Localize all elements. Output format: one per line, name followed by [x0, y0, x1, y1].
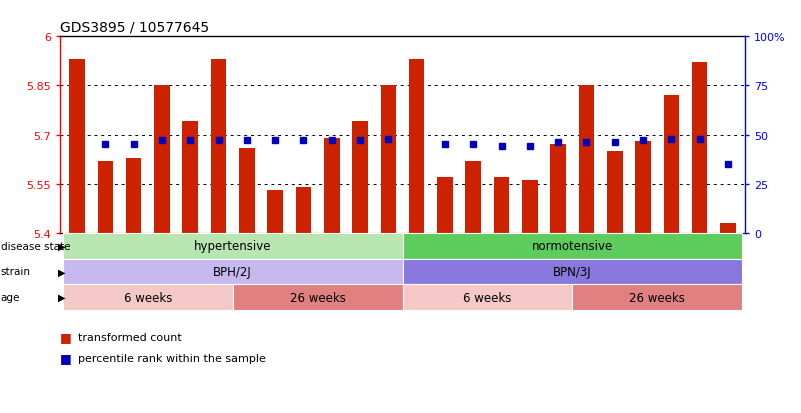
Bar: [239, 148, 255, 233]
Bar: [183, 122, 198, 233]
Bar: [296, 188, 312, 233]
Text: ▶: ▶: [58, 241, 65, 251]
Bar: [154, 86, 170, 233]
Text: 26 weeks: 26 weeks: [630, 291, 685, 304]
Bar: [268, 191, 283, 233]
Text: strain: strain: [1, 267, 30, 277]
Text: ▶: ▶: [58, 292, 65, 302]
Text: transformed count: transformed count: [78, 332, 182, 342]
Text: BPH/2J: BPH/2J: [213, 265, 252, 278]
Bar: [126, 158, 142, 233]
Bar: [437, 178, 453, 233]
Text: 6 weeks: 6 weeks: [463, 291, 512, 304]
Bar: [69, 60, 85, 233]
Text: hypertensive: hypertensive: [194, 240, 272, 253]
Text: BPN/3J: BPN/3J: [553, 265, 592, 278]
Bar: [352, 122, 368, 233]
Bar: [578, 86, 594, 233]
Text: ■: ■: [60, 351, 72, 364]
Text: age: age: [1, 292, 20, 302]
Bar: [409, 60, 425, 233]
Bar: [522, 181, 537, 233]
Bar: [663, 96, 679, 233]
Text: disease state: disease state: [1, 241, 70, 251]
Text: 26 weeks: 26 weeks: [290, 291, 345, 304]
Bar: [720, 223, 736, 233]
Bar: [493, 178, 509, 233]
Text: ■: ■: [60, 330, 72, 344]
Bar: [211, 60, 227, 233]
Text: normotensive: normotensive: [532, 240, 613, 253]
Bar: [324, 138, 340, 233]
Text: percentile rank within the sample: percentile rank within the sample: [78, 353, 266, 363]
Bar: [635, 142, 651, 233]
Bar: [98, 161, 113, 233]
Text: 6 weeks: 6 weeks: [123, 291, 172, 304]
Bar: [550, 145, 566, 233]
Bar: [380, 86, 396, 233]
Bar: [692, 63, 707, 233]
Bar: [607, 152, 622, 233]
Bar: [465, 161, 481, 233]
Text: ▶: ▶: [58, 267, 65, 277]
Text: GDS3895 / 10577645: GDS3895 / 10577645: [60, 21, 209, 35]
